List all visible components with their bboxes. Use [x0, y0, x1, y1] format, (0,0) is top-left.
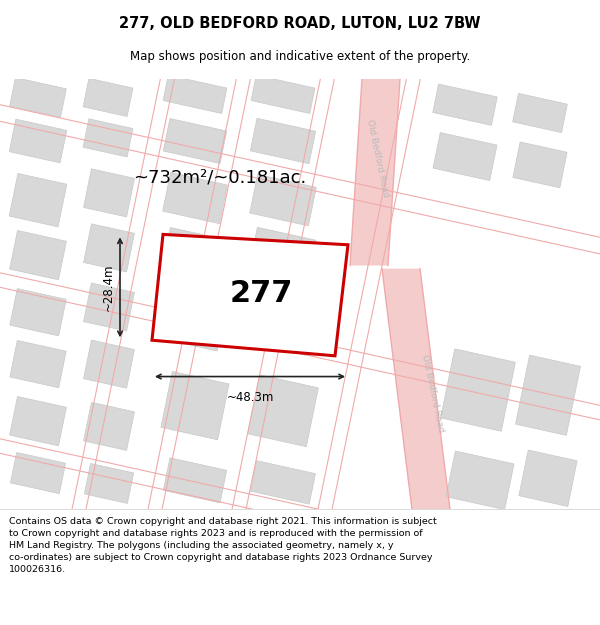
Polygon shape: [163, 228, 227, 277]
Polygon shape: [160, 278, 230, 351]
Polygon shape: [519, 450, 577, 506]
Polygon shape: [163, 119, 227, 164]
Polygon shape: [85, 464, 134, 503]
Text: ~732m²/~0.181ac.: ~732m²/~0.181ac.: [133, 168, 307, 186]
Text: Map shows position and indicative extent of the property.: Map shows position and indicative extent…: [130, 50, 470, 63]
Polygon shape: [9, 174, 67, 227]
Text: Old Bedford Road: Old Bedford Road: [421, 353, 446, 433]
Polygon shape: [83, 340, 134, 388]
Polygon shape: [83, 169, 134, 217]
Polygon shape: [250, 228, 316, 277]
Polygon shape: [512, 93, 568, 132]
Polygon shape: [83, 119, 133, 157]
Polygon shape: [10, 289, 66, 336]
Polygon shape: [83, 224, 134, 272]
Polygon shape: [10, 341, 66, 388]
Polygon shape: [10, 452, 65, 494]
Polygon shape: [248, 375, 319, 447]
Polygon shape: [10, 231, 67, 280]
Text: 277, OLD BEDFORD ROAD, LUTON, LU2 7BW: 277, OLD BEDFORD ROAD, LUTON, LU2 7BW: [119, 16, 481, 31]
Polygon shape: [10, 396, 67, 446]
Polygon shape: [83, 78, 133, 116]
Polygon shape: [446, 451, 514, 509]
Polygon shape: [152, 234, 348, 356]
Polygon shape: [515, 355, 581, 436]
Text: Contains OS data © Crown copyright and database right 2021. This information is : Contains OS data © Crown copyright and d…: [9, 518, 437, 574]
Polygon shape: [83, 283, 134, 331]
Text: ~48.3m: ~48.3m: [226, 391, 274, 404]
Polygon shape: [250, 174, 316, 226]
Polygon shape: [163, 75, 227, 114]
Polygon shape: [440, 349, 515, 431]
Polygon shape: [433, 132, 497, 181]
Polygon shape: [161, 371, 229, 440]
Polygon shape: [251, 75, 315, 114]
Polygon shape: [382, 269, 450, 509]
Polygon shape: [350, 79, 400, 266]
Text: 277: 277: [230, 279, 293, 308]
Polygon shape: [513, 142, 567, 188]
Polygon shape: [250, 118, 316, 164]
Polygon shape: [251, 461, 316, 504]
Polygon shape: [433, 84, 497, 126]
Text: Old Bedford Road: Old Bedford Road: [365, 119, 391, 198]
Polygon shape: [10, 78, 67, 118]
Text: ~28.4m: ~28.4m: [102, 264, 115, 311]
Polygon shape: [163, 173, 227, 224]
Polygon shape: [83, 402, 134, 451]
Polygon shape: [9, 119, 67, 163]
Polygon shape: [163, 458, 227, 503]
Polygon shape: [247, 279, 319, 356]
